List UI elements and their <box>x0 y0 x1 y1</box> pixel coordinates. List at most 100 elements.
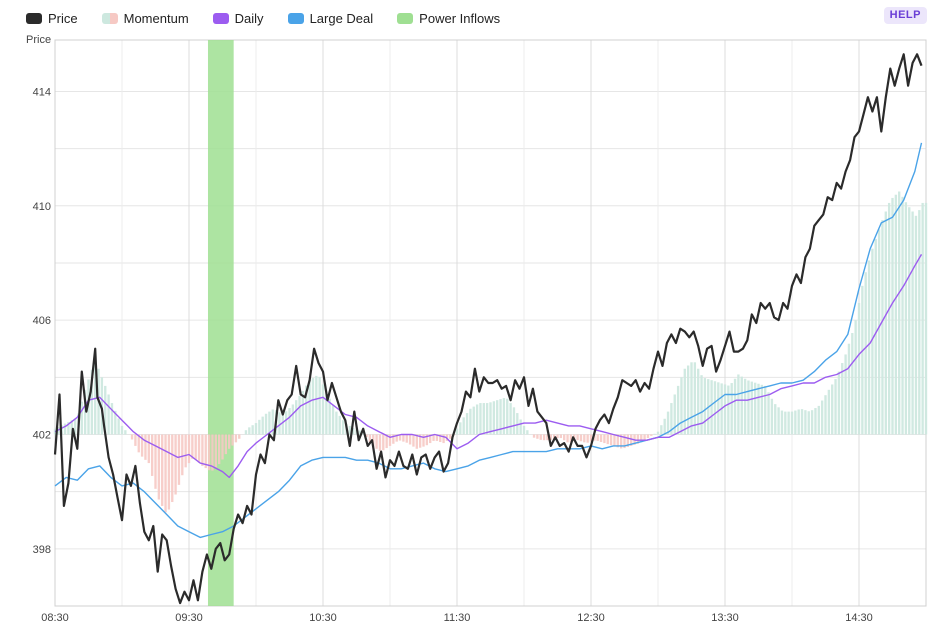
grid <box>54 39 927 607</box>
momentum-bar <box>542 434 546 441</box>
legend-item-power-inflows[interactable]: Power Inflows <box>397 11 500 26</box>
momentum-bar <box>171 434 174 503</box>
momentum-bar <box>532 434 536 438</box>
momentum-bar <box>475 404 479 435</box>
power-inflows-layer <box>207 40 234 606</box>
momentum-bar <box>810 410 814 435</box>
momentum-bar <box>596 434 599 441</box>
momentum-bar <box>164 434 167 513</box>
momentum-bar <box>522 425 526 435</box>
momentum-bar <box>405 434 408 443</box>
momentum-bar <box>660 425 663 435</box>
momentum-bar <box>271 409 274 435</box>
momentum-bar <box>760 384 764 435</box>
momentum-bar <box>901 196 904 435</box>
momentum-bar <box>904 202 908 435</box>
momentum-bar <box>670 403 673 435</box>
momentum-bar <box>83 389 87 435</box>
help-button[interactable]: HELP <box>883 7 927 24</box>
x-tick-label: 10:30 <box>309 612 337 624</box>
momentum-bar <box>894 194 898 435</box>
momentum-bar <box>727 385 730 435</box>
momentum-bar <box>549 434 552 441</box>
legend-item-price[interactable]: Price <box>26 11 78 26</box>
momentum-bar <box>154 434 157 489</box>
momentum-bar <box>496 400 499 435</box>
momentum-bar <box>911 211 914 435</box>
momentum-bar <box>784 411 787 435</box>
momentum-bar <box>864 272 867 435</box>
x-tick-label: 13:30 <box>711 612 739 624</box>
momentum-bar <box>254 423 258 435</box>
momentum-bar <box>686 365 690 435</box>
momentum-bar <box>636 434 640 444</box>
momentum-bar <box>281 414 284 435</box>
momentum-bar <box>341 420 345 435</box>
legend-item-large-deal[interactable]: Large Deal <box>287 10 374 26</box>
momentum-bar <box>526 430 529 435</box>
momentum-bar <box>740 376 743 435</box>
momentum-bar <box>328 398 331 435</box>
legend-item-daily[interactable]: Daily <box>212 11 264 26</box>
momentum-bar <box>191 434 194 459</box>
x-tick-label: 11:30 <box>444 612 471 624</box>
momentum-bar <box>234 434 238 443</box>
momentum-swatch-icon <box>101 12 118 24</box>
legend-label: Price <box>48 10 78 26</box>
momentum-bar <box>536 434 539 439</box>
momentum-bar <box>315 375 318 435</box>
momentum-bar <box>114 410 117 435</box>
legend-item-momentum[interactable]: Momentum <box>101 11 189 26</box>
momentum-bar <box>53 428 57 435</box>
momentum-bar <box>512 407 516 435</box>
momentum-bar <box>104 385 107 435</box>
momentum-bar <box>817 405 820 435</box>
legend-label: Large Deal <box>309 10 374 26</box>
momentum-bar <box>563 434 566 441</box>
momentum-bar <box>388 434 392 446</box>
momentum-bar <box>462 417 465 435</box>
momentum-bar <box>586 434 589 443</box>
momentum-bar <box>713 381 717 435</box>
momentum-bar <box>207 434 211 471</box>
momentum-bar <box>673 394 676 435</box>
momentum-bar <box>439 434 442 442</box>
momentum-bar <box>378 434 382 451</box>
momentum-bar <box>392 434 395 444</box>
momentum-bar <box>140 434 144 457</box>
momentum-bar <box>485 403 489 435</box>
momentum-bar <box>435 434 439 441</box>
momentum-bar <box>261 416 264 435</box>
momentum-bar <box>455 428 459 435</box>
momentum-bars <box>53 191 928 513</box>
momentum-bar <box>73 418 77 435</box>
momentum-bar <box>221 434 224 460</box>
momentum-bar <box>57 427 60 435</box>
momentum-bar <box>248 427 251 435</box>
momentum-bar <box>224 434 228 455</box>
momentum-bar <box>422 434 425 447</box>
momentum-bar <box>703 378 707 435</box>
momentum-bar <box>619 434 623 449</box>
momentum-bar <box>680 377 683 435</box>
momentum-bar <box>157 434 161 500</box>
momentum-bar <box>124 430 127 435</box>
momentum-bar <box>539 434 542 440</box>
momentum-bar <box>499 399 502 435</box>
price-chart[interactable]: Price 398 402 406 410 414 08:30 09:30 10:30 11:30… <box>0 30 937 625</box>
momentum-bar <box>881 220 884 435</box>
momentum-bar <box>298 395 301 435</box>
momentum-bar <box>891 197 894 435</box>
momentum-bar <box>214 434 217 468</box>
momentum-bar <box>757 383 760 435</box>
momentum-bar <box>358 430 362 435</box>
momentum-bar <box>898 191 901 435</box>
momentum-bar <box>800 409 804 435</box>
momentum-bar <box>201 434 204 466</box>
momentum-bar <box>258 419 261 435</box>
momentum-bar <box>368 434 372 443</box>
momentum-bar <box>770 398 774 435</box>
momentum-bar <box>874 239 877 435</box>
momentum-bar <box>506 398 509 435</box>
